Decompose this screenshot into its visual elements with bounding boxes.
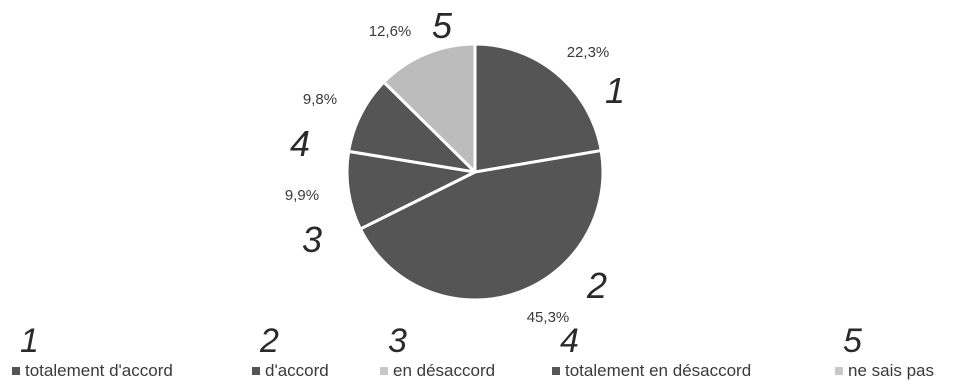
handwritten-number-3: 3 (302, 219, 322, 260)
legend-handwritten-number-2: 2 (259, 322, 279, 360)
legend-label-3: en désaccord (393, 361, 495, 380)
legend-marker-2 (252, 367, 260, 375)
value-label-3: 9,9% (285, 187, 319, 204)
legend-marker-1 (12, 367, 20, 375)
legend-label-2: d'accord (265, 361, 329, 380)
pie-slice-3 (345, 149, 477, 231)
legend-handwritten-number-3: 3 (388, 322, 407, 360)
legend-label-4: totalement en désaccord (565, 361, 751, 380)
pie-slices (345, 42, 605, 302)
legend-label-1: totalement d'accord (25, 361, 173, 380)
value-label-5: 12,6% (369, 23, 412, 40)
legend-handwritten-number-4: 4 (560, 322, 579, 360)
handwritten-number-4: 4 (290, 123, 310, 164)
legend-marker-3 (380, 367, 388, 375)
handwritten-number-2: 2 (586, 265, 607, 306)
legend-marker-4 (552, 367, 560, 375)
handwritten-slice-numbers: 1 2 3 4 5 (290, 5, 625, 306)
value-label-2: 45,3% (527, 309, 570, 326)
value-label-4: 9,8% (303, 91, 337, 108)
legend-handwritten-number-1: 1 (20, 322, 39, 360)
value-labels: 22,3% 45,3% 9,9% 9,8% 12,6% (285, 23, 609, 326)
value-label-1: 22,3% (567, 44, 610, 61)
legend-handwritten-number-5: 5 (843, 322, 862, 360)
legend-marker-5 (835, 367, 843, 375)
pie-slice-1 (473, 42, 603, 174)
pie-slice-5 (382, 42, 477, 174)
pie-slice-4 (347, 80, 477, 174)
pie-slice-2 (358, 149, 605, 302)
handwritten-number-5: 5 (432, 5, 453, 46)
handwritten-number-1: 1 (605, 70, 625, 111)
legend-label-5: ne sais pas (848, 361, 934, 380)
